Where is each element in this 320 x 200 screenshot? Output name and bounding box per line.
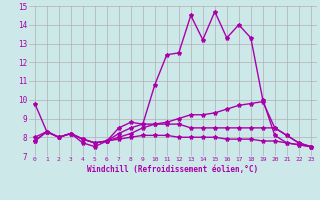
X-axis label: Windchill (Refroidissement éolien,°C): Windchill (Refroidissement éolien,°C) <box>87 165 258 174</box>
